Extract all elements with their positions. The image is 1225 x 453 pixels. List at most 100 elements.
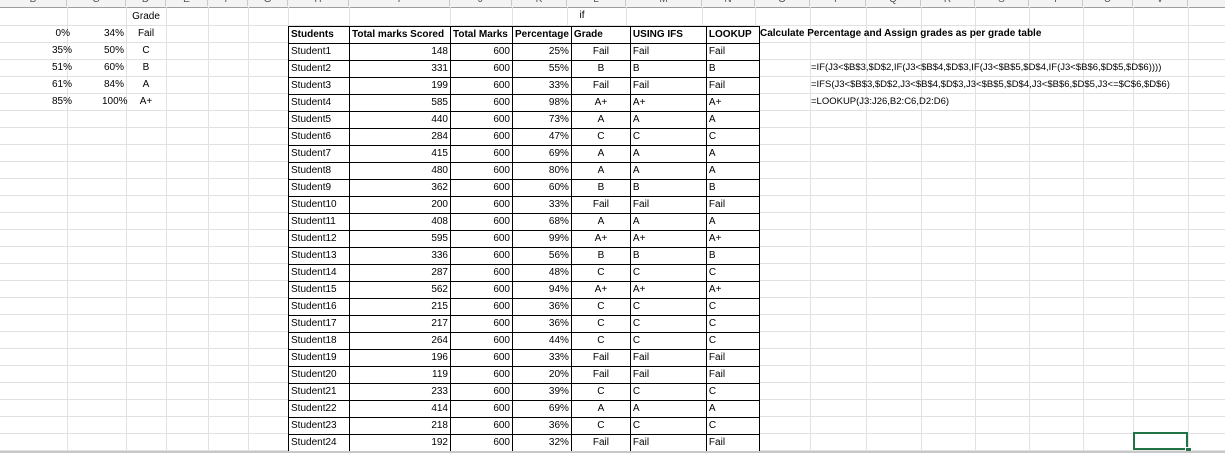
table-cell[interactable]: 99% [512,230,572,248]
grade-name-cell[interactable]: B [142,62,150,73]
table-cell[interactable]: 32% [512,434,572,452]
table-cell[interactable]: Fail [570,77,631,95]
column-header[interactable]: R [921,0,975,6]
table-cell[interactable]: A [705,162,760,180]
column-header[interactable]: N [702,0,755,6]
table-cell[interactable]: Student12 [288,230,350,248]
instruction-text[interactable]: Calculate Percentage and Assign grades a… [760,28,1042,39]
grade-from-cell[interactable]: 0% [55,28,70,39]
table-cell[interactable]: A [629,400,707,418]
table-cell[interactable]: B [705,247,760,265]
if-formula-text[interactable]: =IF(J3<$B$3,$D$2,IF(J3<$B$4,$D$3,IF(J3<$… [811,62,1162,73]
table-cell[interactable]: Fail [629,43,707,61]
table-cell[interactable]: Student15 [288,281,350,299]
table-cell[interactable]: 600 [450,383,513,401]
table-cell[interactable]: Fail [629,434,707,452]
table-cell[interactable]: C [705,298,760,316]
table-cell[interactable]: 408 [349,213,451,231]
grade-name-cell[interactable]: A+ [139,96,153,107]
table-cell[interactable]: 192 [349,434,451,452]
table-cell[interactable]: Student19 [288,349,350,367]
lookup-formula-text[interactable]: =LOOKUP(J3:J26,B2:C6,D2:D6) [811,96,950,107]
table-cell[interactable]: A [570,145,631,163]
table-cell[interactable]: 36% [512,315,572,333]
table-cell[interactable]: C [629,383,707,401]
table-cell[interactable]: 217 [349,315,451,333]
table-cell[interactable]: 414 [349,400,451,418]
table-cell[interactable]: A+ [629,230,707,248]
table-cell[interactable]: Fail [629,366,707,384]
column-header[interactable]: S [975,0,1029,6]
table-cell[interactable]: Student14 [288,264,350,282]
grade-from-cell[interactable]: 51% [52,62,73,73]
table-cell[interactable]: 600 [450,332,513,350]
table-cell[interactable]: Student24 [288,434,350,452]
table-cell[interactable]: A+ [570,281,631,299]
table-cell[interactable]: 480 [349,162,451,180]
table-cell[interactable]: 600 [450,196,513,214]
table-cell[interactable]: C [570,315,631,333]
grade-to-cell[interactable]: 100% [102,96,128,107]
table-cell[interactable]: B [629,247,707,265]
grade-from-cell[interactable]: 85% [52,96,73,107]
table-cell[interactable]: 233 [349,383,451,401]
table-cell[interactable]: C [570,298,631,316]
table-cell[interactable]: 284 [349,128,451,146]
table-cell[interactable]: A+ [705,94,760,112]
table-cell[interactable]: Student16 [288,298,350,316]
table-cell[interactable]: Student9 [288,179,350,197]
table-cell[interactable]: 199 [349,77,451,95]
table-cell[interactable]: Student7 [288,145,350,163]
table-cell[interactable]: 69% [512,400,572,418]
table-cell[interactable]: Fail [705,349,760,367]
table-cell[interactable]: Fail [629,77,707,95]
table-cell[interactable]: Student23 [288,417,350,435]
table-cell[interactable]: B [570,247,631,265]
table-cell[interactable]: 600 [450,145,513,163]
table-cell[interactable]: 600 [450,247,513,265]
table-cell[interactable]: Fail [629,196,707,214]
table-cell[interactable]: 36% [512,417,572,435]
table-cell[interactable]: 415 [349,145,451,163]
table-cell[interactable]: B [570,60,631,78]
table-cell[interactable]: 600 [450,94,513,112]
column-header[interactable]: U [1083,0,1133,6]
table-cell[interactable]: Student2 [288,60,350,78]
table-cell[interactable]: 440 [349,111,451,129]
table-cell[interactable]: 80% [512,162,572,180]
column-heading[interactable]: Grade [570,26,631,44]
table-cell[interactable]: A [705,145,760,163]
if-label[interactable]: if [579,10,585,21]
table-cell[interactable]: C [705,332,760,350]
table-cell[interactable]: 196 [349,349,451,367]
table-cell[interactable]: 33% [512,77,572,95]
table-cell[interactable]: 600 [450,366,513,384]
table-cell[interactable]: 600 [450,179,513,197]
table-cell[interactable]: 69% [512,145,572,163]
table-cell[interactable]: A+ [705,230,760,248]
table-cell[interactable]: A+ [705,281,760,299]
table-cell[interactable]: Fail [570,366,631,384]
table-cell[interactable]: 600 [450,400,513,418]
table-cell[interactable]: 287 [349,264,451,282]
table-cell[interactable]: A [570,111,631,129]
table-cell[interactable]: C [629,417,707,435]
column-header[interactable]: J [450,0,512,6]
grade-from-cell[interactable]: 35% [52,45,73,56]
table-cell[interactable]: 600 [450,60,513,78]
table-cell[interactable]: Fail [629,349,707,367]
table-cell[interactable]: A [629,213,707,231]
table-cell[interactable]: 331 [349,60,451,78]
table-cell[interactable]: Student22 [288,400,350,418]
column-header[interactable]: Q [866,0,921,6]
table-cell[interactable]: 362 [349,179,451,197]
table-cell[interactable]: 600 [450,315,513,333]
table-cell[interactable]: A [629,162,707,180]
grade-table-header[interactable]: Grade [132,11,160,22]
table-cell[interactable]: Fail [570,349,631,367]
column-header[interactable]: M [626,0,702,6]
table-cell[interactable]: C [629,332,707,350]
table-cell[interactable]: 600 [450,162,513,180]
table-cell[interactable]: Student17 [288,315,350,333]
